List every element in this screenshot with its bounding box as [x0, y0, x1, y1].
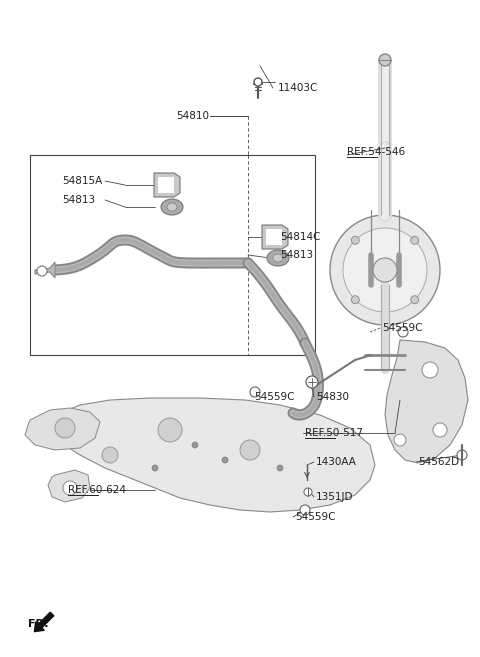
Circle shape	[240, 440, 260, 460]
Circle shape	[152, 465, 158, 471]
Text: 11403C: 11403C	[278, 83, 318, 93]
Circle shape	[63, 481, 77, 495]
Circle shape	[222, 457, 228, 463]
Text: 54814C: 54814C	[280, 232, 321, 242]
Polygon shape	[154, 173, 180, 197]
Text: 54559C: 54559C	[382, 323, 422, 333]
Circle shape	[158, 418, 182, 442]
Circle shape	[411, 296, 419, 304]
Text: 1430AA: 1430AA	[316, 457, 357, 467]
Text: 54810: 54810	[176, 111, 209, 121]
Text: 54559C: 54559C	[295, 512, 336, 522]
Circle shape	[379, 54, 391, 66]
Circle shape	[304, 488, 312, 496]
Circle shape	[37, 266, 47, 276]
Circle shape	[192, 442, 198, 448]
Circle shape	[457, 450, 467, 460]
Polygon shape	[385, 340, 468, 463]
Text: 1351JD: 1351JD	[316, 492, 353, 502]
Circle shape	[433, 423, 447, 437]
Text: FR.: FR.	[28, 619, 48, 629]
Text: REF.54-546: REF.54-546	[347, 147, 405, 157]
Circle shape	[277, 465, 283, 471]
Text: 54559C: 54559C	[254, 392, 295, 402]
Circle shape	[373, 258, 397, 282]
Text: REF.60-624: REF.60-624	[68, 485, 126, 495]
Polygon shape	[158, 177, 174, 193]
Circle shape	[343, 228, 427, 312]
Circle shape	[351, 296, 360, 304]
Ellipse shape	[167, 203, 177, 211]
Ellipse shape	[161, 199, 183, 215]
Polygon shape	[25, 408, 100, 450]
Circle shape	[254, 78, 262, 86]
Circle shape	[102, 447, 118, 463]
Circle shape	[351, 237, 360, 244]
Circle shape	[330, 215, 440, 325]
Circle shape	[411, 237, 419, 244]
Text: 54813: 54813	[280, 250, 313, 260]
Polygon shape	[35, 262, 55, 278]
Circle shape	[250, 387, 260, 397]
Circle shape	[394, 434, 406, 446]
Text: 54813: 54813	[62, 195, 95, 205]
Circle shape	[398, 327, 408, 337]
Polygon shape	[48, 398, 375, 512]
Polygon shape	[262, 225, 288, 249]
Polygon shape	[266, 229, 282, 245]
Text: REF.50-517: REF.50-517	[305, 428, 363, 438]
Circle shape	[422, 362, 438, 378]
Text: 54830: 54830	[316, 392, 349, 402]
Ellipse shape	[273, 254, 283, 262]
Text: 54815A: 54815A	[62, 176, 102, 186]
Bar	[30, 155, 315, 355]
Polygon shape	[48, 470, 90, 502]
Circle shape	[300, 505, 310, 515]
Ellipse shape	[267, 250, 289, 266]
Circle shape	[306, 376, 318, 388]
Text: 54562D: 54562D	[418, 457, 459, 467]
FancyArrow shape	[35, 612, 54, 631]
Circle shape	[55, 418, 75, 438]
